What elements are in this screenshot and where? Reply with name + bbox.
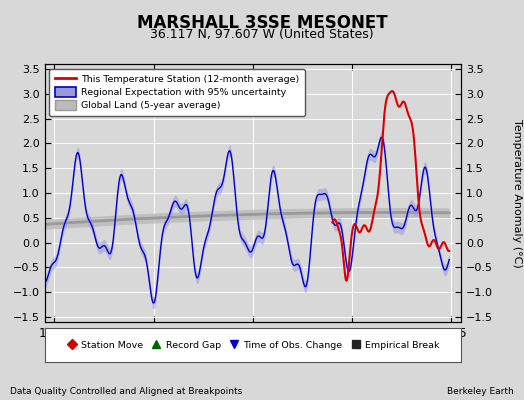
Text: MARSHALL 3SSE MESONET: MARSHALL 3SSE MESONET (137, 14, 387, 32)
Legend: This Temperature Station (12-month average), Regional Expectation with 95% uncer: This Temperature Station (12-month avera… (49, 69, 305, 116)
Legend: Station Move, Record Gap, Time of Obs. Change, Empirical Break: Station Move, Record Gap, Time of Obs. C… (62, 337, 444, 353)
Text: Berkeley Earth: Berkeley Earth (447, 387, 514, 396)
Text: 36.117 N, 97.607 W (United States): 36.117 N, 97.607 W (United States) (150, 28, 374, 41)
Y-axis label: Temperature Anomaly (°C): Temperature Anomaly (°C) (512, 119, 522, 267)
Text: Data Quality Controlled and Aligned at Breakpoints: Data Quality Controlled and Aligned at B… (10, 387, 243, 396)
